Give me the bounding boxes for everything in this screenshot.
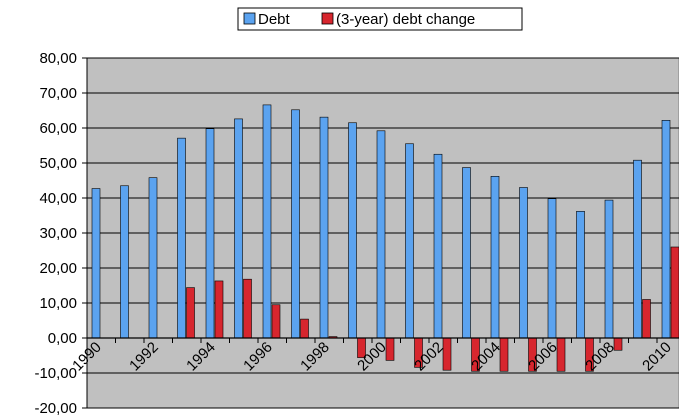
y-tick-label: 0,00 bbox=[48, 330, 77, 347]
bar-debt-2001 bbox=[405, 143, 414, 339]
y-tick-label: 80,00 bbox=[39, 50, 77, 67]
bar-debt-change-2010 bbox=[670, 246, 679, 339]
bar-debt-change-2006 bbox=[556, 337, 566, 372]
bar-debt-1999 bbox=[348, 122, 357, 339]
bars bbox=[91, 104, 679, 372]
legend-swatch-debt-change bbox=[321, 12, 334, 25]
bar-debt-2002 bbox=[433, 153, 443, 339]
bar-debt-change-2002 bbox=[442, 337, 452, 371]
bar-debt-1993 bbox=[177, 137, 186, 339]
bar-debt-change-1995 bbox=[243, 278, 252, 339]
y-tick-label: 10,00 bbox=[39, 295, 77, 312]
bar-debt-2003 bbox=[462, 167, 471, 339]
y-tick-label: 20,00 bbox=[39, 260, 77, 277]
legend-label-debt: Debt bbox=[258, 11, 291, 28]
y-tick-label: 70,00 bbox=[39, 85, 77, 102]
bar-debt-change-1997 bbox=[300, 318, 309, 339]
axes bbox=[86, 58, 679, 408]
y-tick-label: -10,00 bbox=[34, 365, 77, 382]
y-tick-label: 30,00 bbox=[39, 225, 77, 242]
bar-debt-change-1996 bbox=[271, 304, 281, 339]
bar-debt-1994 bbox=[205, 128, 215, 339]
y-axis-labels: -20,00 -10,00 0,00 10,00 20,00 30,00 40,00 50,0… bbox=[34, 50, 77, 417]
bar-debt-2006 bbox=[547, 198, 557, 339]
bar-debt-2008 bbox=[604, 199, 614, 339]
bar-debt-2009 bbox=[633, 159, 642, 339]
bar-debt-1998 bbox=[319, 116, 329, 339]
bar-debt-1991 bbox=[120, 185, 129, 339]
bar-debt-1996 bbox=[262, 104, 272, 339]
y-tick-label: 50,00 bbox=[39, 155, 77, 172]
bar-debt-2004 bbox=[490, 176, 500, 339]
bar-debt-change-2004 bbox=[499, 337, 509, 372]
bar-debt-1992 bbox=[148, 177, 158, 339]
y-tick-label: 40,00 bbox=[39, 190, 77, 207]
bar-debt-change-2009 bbox=[642, 299, 651, 339]
legend-box bbox=[237, 7, 523, 31]
bar-debt-2007 bbox=[576, 211, 585, 339]
y-tick-label: 60,00 bbox=[39, 120, 77, 137]
bar-debt-change-1993 bbox=[186, 287, 195, 339]
legend-swatch-debt bbox=[243, 12, 256, 25]
bar-debt-1995 bbox=[234, 118, 243, 339]
bar-debt-1990 bbox=[91, 188, 101, 339]
bar-debt-2010 bbox=[661, 120, 671, 339]
bar-debt-1997 bbox=[291, 109, 300, 339]
y-tick-label: -20,00 bbox=[34, 400, 77, 417]
bar-debt-change-1994 bbox=[214, 280, 224, 339]
bar-debt-2005 bbox=[519, 187, 528, 339]
bar-debt-2000 bbox=[376, 130, 386, 339]
legend: Debt (3-year) debt change bbox=[237, 7, 523, 31]
legend-label-debt-change: (3-year) debt change bbox=[336, 11, 475, 28]
